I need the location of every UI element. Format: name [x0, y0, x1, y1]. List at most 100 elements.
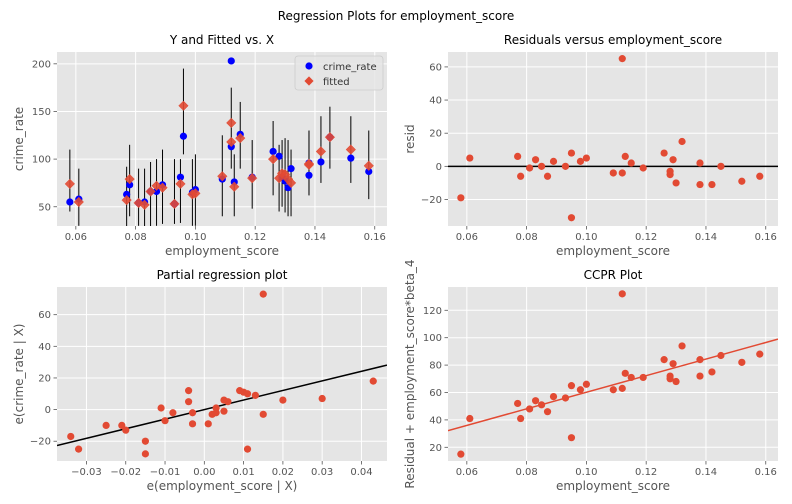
y-tick-label: 60 [429, 62, 442, 73]
data-point [708, 368, 716, 376]
data-point [243, 445, 252, 453]
fitted-point [73, 196, 84, 208]
x-tick-label: 0.14 [695, 232, 717, 243]
data-point [678, 342, 686, 350]
data-point [169, 409, 177, 417]
fitted-point [229, 181, 240, 192]
subplot-title: Residuals versus employment_score [504, 33, 722, 47]
data-point [347, 154, 355, 162]
data-point [517, 172, 525, 180]
data-point [126, 181, 134, 189]
y-tick-label: 20 [429, 443, 442, 454]
data-point [543, 172, 552, 180]
fitted-point [226, 136, 237, 148]
data-point [567, 434, 576, 442]
legend-label: fitted [323, 77, 350, 88]
x-axis-label: employment_score [165, 244, 279, 258]
fitted-point [217, 171, 228, 182]
y-axis-label: e(crime_rate | X) [12, 324, 26, 425]
x-tick-label: 0.06 [456, 232, 478, 243]
data-point [269, 147, 277, 156]
data-point [204, 420, 212, 428]
y-tick-label: 50 [38, 202, 51, 213]
x-tick-label: 0.08 [515, 467, 537, 478]
x-tick-label: 0.16 [755, 232, 777, 243]
y-tick-label: 150 [32, 107, 51, 118]
data-point [672, 179, 680, 187]
x-tick-label: 0.16 [755, 467, 777, 478]
data-point [526, 164, 534, 172]
data-point [561, 394, 570, 402]
subplot-3: −0.03 −0.02 −0.01 0.00 0.01 0.02 0.03 0.04 −20 0 2… [12, 268, 387, 493]
data-point [141, 450, 149, 458]
data-point [275, 152, 283, 160]
data-point [567, 149, 576, 157]
x-axis-label: employment_score [556, 244, 670, 258]
fitted-point [139, 199, 150, 210]
fitted-point [363, 160, 374, 171]
data-point [227, 57, 235, 65]
x-tick-label: 0.08 [515, 232, 537, 243]
data-point [66, 198, 74, 206]
x-axis-label: employment_score [556, 479, 670, 493]
fitted-point [64, 178, 76, 190]
data-point [179, 132, 188, 140]
data-point [526, 405, 534, 413]
fitted-point [151, 180, 162, 191]
data-point [696, 372, 704, 380]
data-point [188, 409, 197, 417]
data-point [666, 375, 674, 383]
data-point [537, 401, 546, 409]
data-point [618, 290, 626, 298]
data-point [738, 177, 746, 185]
data-point [243, 390, 252, 398]
y-tick-label: 40 [38, 342, 51, 353]
x-tick-label: 0.16 [364, 232, 386, 243]
data-point [287, 165, 295, 173]
data-point [123, 190, 131, 198]
subplot-4: 0.06 0.08 0.10 0.12 0.14 0.16 20 40 60 80 100 120 CC… [403, 259, 778, 493]
x-tick-label: 0.02 [272, 467, 294, 478]
data-point [561, 162, 570, 170]
data-point [251, 391, 259, 399]
fitted-point [169, 198, 180, 210]
data-point [582, 380, 590, 388]
data-point [102, 421, 110, 430]
fitted-point [267, 153, 279, 165]
fitted-point [178, 100, 189, 111]
data-point [279, 396, 287, 404]
data-point [537, 162, 546, 170]
data-point [738, 358, 746, 366]
figure-suptitle: Regression Plots for employment_score [278, 9, 515, 23]
data-point [176, 173, 185, 181]
y-tick-label: −20 [30, 437, 51, 448]
y-tick-label: 20 [429, 129, 442, 140]
plot-area [448, 287, 778, 461]
data-point [756, 172, 764, 180]
data-point [576, 157, 585, 165]
legend-circle-marker [305, 62, 313, 70]
subplot-title: Partial regression plot [157, 268, 288, 282]
data-point [122, 426, 130, 434]
fitted-point [175, 178, 186, 190]
data-point [678, 137, 686, 146]
fitted-point [247, 173, 258, 184]
x-tick-label: 0.04 [350, 467, 372, 478]
data-point [318, 394, 326, 403]
data-point [185, 387, 193, 395]
y-tick-label: 200 [32, 59, 51, 70]
data-point [67, 432, 75, 441]
x-tick-label: 0.00 [193, 467, 215, 478]
x-tick-label: 0.10 [575, 467, 597, 478]
data-point [517, 414, 525, 423]
fitted-point [145, 186, 156, 197]
data-point [756, 350, 764, 358]
fitted-point [235, 132, 246, 144]
data-point [543, 408, 552, 416]
data-point [466, 154, 474, 162]
data-point [639, 164, 647, 172]
legend-label: crime_rate [323, 62, 377, 73]
data-point [514, 152, 522, 160]
y-tick-label: 20 [38, 373, 51, 384]
